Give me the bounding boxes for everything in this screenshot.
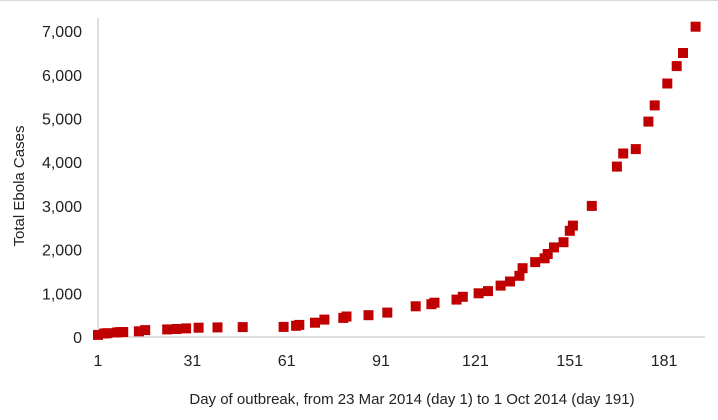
data-point — [133, 326, 144, 337]
data-point — [341, 311, 352, 322]
data-point — [162, 324, 173, 335]
data-point — [102, 328, 113, 339]
data-point — [237, 322, 248, 333]
y-tick-label: 4,000 — [42, 155, 82, 172]
x-axis-title: Day of outbreak, from 23 Mar 2014 (day 1… — [189, 391, 634, 408]
data-point — [630, 144, 641, 155]
y-tick-label: 7,000 — [42, 24, 82, 41]
data-point — [567, 220, 578, 231]
data-point — [310, 317, 320, 328]
data-point — [505, 276, 515, 287]
data-point — [382, 307, 393, 318]
data-point — [118, 327, 129, 337]
data-point — [495, 280, 506, 291]
tick-labels: 0 1,000 2,000 3,000 4,000 5,000 6,000 7,000 1 31 6… — [42, 24, 678, 370]
x-tick-label: 31 — [183, 353, 201, 370]
y-tick-label: 5,000 — [42, 112, 82, 129]
data-point — [93, 329, 103, 340]
data-point — [451, 294, 462, 305]
data-point — [363, 310, 374, 321]
x-tick-label: 1 — [94, 353, 103, 370]
data-point — [294, 319, 305, 330]
data-point — [671, 61, 682, 72]
data-point — [140, 325, 151, 336]
y-tick-label: 1,000 — [42, 286, 82, 303]
y-tick-label: 3,000 — [42, 199, 82, 216]
data-point — [542, 249, 553, 259]
x-tick-label: 151 — [556, 353, 583, 370]
x-tick-label: 121 — [462, 353, 489, 370]
data-point — [473, 288, 484, 299]
data-point — [530, 257, 541, 268]
top-border — [0, 0, 718, 1]
axes — [97, 18, 705, 338]
data-point — [558, 237, 569, 248]
data-point — [611, 161, 622, 172]
data-points — [93, 21, 701, 340]
data-point — [278, 321, 289, 332]
data-point — [649, 100, 660, 111]
data-point — [618, 148, 629, 159]
y-axis-title: Total Ebola Cases — [11, 126, 28, 247]
x-tick-label: 61 — [278, 353, 296, 370]
x-tick-label: 91 — [372, 353, 390, 370]
data-point — [514, 270, 525, 281]
data-point — [517, 263, 528, 274]
data-point — [564, 225, 575, 236]
y-tick-label: 6,000 — [42, 68, 82, 85]
data-point — [586, 200, 597, 211]
data-point — [457, 291, 468, 302]
data-point — [181, 323, 192, 334]
data-point — [483, 286, 493, 297]
data-point — [643, 116, 654, 127]
data-point — [690, 21, 701, 32]
data-point — [319, 314, 330, 325]
data-point — [549, 242, 559, 253]
data-point — [212, 322, 223, 333]
y-tick-label: 0 — [73, 330, 82, 347]
data-point — [678, 48, 688, 58]
data-point — [193, 322, 204, 333]
data-point — [429, 297, 440, 308]
data-point — [662, 78, 673, 89]
data-point — [410, 301, 421, 312]
data-point — [171, 324, 182, 334]
y-tick-label: 2,000 — [42, 243, 82, 260]
x-tick-label: 181 — [651, 353, 678, 370]
